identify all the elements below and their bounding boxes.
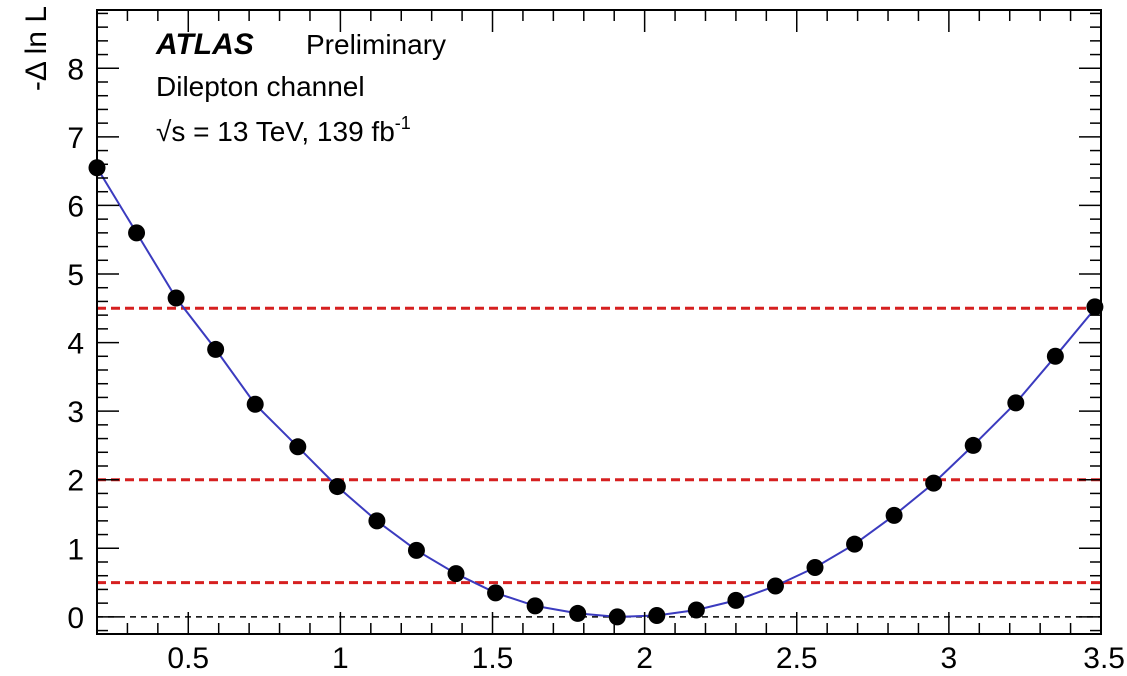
x-tick-label: 0.5	[167, 642, 209, 675]
data-point	[846, 535, 864, 553]
y-tick-label: 2	[67, 465, 84, 498]
fit-curve-layer	[96, 167, 1102, 618]
y-tick-label: 0	[67, 602, 84, 635]
y-tick-label: 8	[67, 53, 84, 86]
data-point	[207, 340, 225, 358]
energy-label: √s = 13 TeV, 139 fb	[156, 116, 395, 147]
fit-curve	[96, 167, 1102, 618]
data-point	[1046, 347, 1064, 365]
lumi-exponent: -1	[395, 113, 411, 133]
reference-lines	[97, 306, 1101, 618]
annotation-block: ATLAS Preliminary Dilepton channel √s = …	[155, 28, 446, 147]
y-axis-ticks	[97, 12, 1101, 632]
data-point	[806, 558, 824, 576]
data-point	[487, 584, 505, 602]
data-point	[569, 604, 587, 622]
data-point	[246, 395, 264, 413]
plot-frame	[96, 9, 1102, 635]
experiment-label: ATLAS	[155, 28, 254, 61]
y-tick-label: 6	[67, 190, 84, 223]
y-tick-label: 5	[67, 259, 84, 292]
data-points-layer	[88, 159, 1104, 626]
x-tick-label: 1	[332, 642, 349, 675]
x-tick-label: 2	[636, 642, 653, 675]
data-point	[368, 512, 386, 530]
x-tick-label: 3	[941, 642, 958, 675]
data-point	[167, 289, 185, 307]
data-point	[407, 541, 425, 559]
channel-label: Dilepton channel	[156, 71, 365, 102]
data-point	[648, 606, 666, 624]
y-tick-label: 7	[67, 122, 84, 155]
y-tick-label: 4	[67, 328, 84, 361]
x-tick-labels: 0.5 1 1.5 2 2.5 3 3.5	[167, 642, 1125, 675]
x-tick-label: 1.5	[472, 642, 514, 675]
data-point	[925, 474, 943, 492]
data-point	[964, 436, 982, 454]
data-point	[1086, 298, 1104, 316]
data-point	[289, 438, 307, 456]
x-tick-label: 3.5	[1083, 642, 1125, 675]
data-point	[447, 565, 465, 583]
y-tick-labels: 0 1 2 3 4 5 6 7 8	[67, 53, 84, 635]
data-point	[727, 591, 745, 609]
data-point	[766, 577, 784, 595]
y-tick-label: 1	[67, 533, 84, 566]
data-point	[1007, 394, 1025, 412]
energy-lumi-label: √s = 13 TeV, 139 fb-1	[156, 113, 411, 147]
y-axis-label: -Δ ln L	[20, 6, 53, 91]
status-label: Preliminary	[306, 29, 446, 60]
data-point	[687, 601, 705, 619]
data-point	[526, 597, 544, 615]
data-point	[885, 506, 903, 524]
data-point	[128, 224, 146, 242]
x-axis-ticks	[96, 10, 1102, 634]
data-point	[608, 608, 626, 626]
data-point	[328, 478, 346, 496]
x-tick-label: 2.5	[776, 642, 818, 675]
y-tick-label: 3	[67, 396, 84, 429]
